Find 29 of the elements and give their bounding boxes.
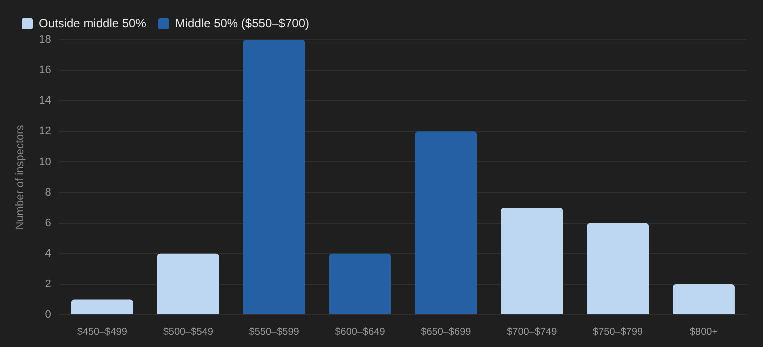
y-tick-label: 14 <box>39 95 52 108</box>
y-tick-label: 2 <box>45 278 52 290</box>
y-tick-label: 12 <box>39 126 52 138</box>
bar <box>329 254 392 314</box>
y-tick-label: 18 <box>39 34 52 46</box>
y-tick-label: 16 <box>39 64 52 77</box>
legend-label: Middle 50% ($550–$700) <box>175 16 310 30</box>
x-tick-label: $500–$549 <box>163 326 214 338</box>
bar <box>501 208 564 314</box>
x-tick-label: $650–$699 <box>421 326 472 338</box>
y-axis-title: Number of inspectors <box>14 124 27 230</box>
x-tick-label: $600–$649 <box>335 326 386 338</box>
bar <box>71 300 134 314</box>
x-tick-label: $550–$599 <box>249 326 300 338</box>
bar <box>587 223 650 314</box>
bar <box>415 132 478 314</box>
legend-label: Outside middle 50% <box>39 16 147 30</box>
bar <box>157 254 220 314</box>
x-tick-label: $700–$749 <box>507 326 558 338</box>
y-tick-label: 0 <box>45 309 52 322</box>
y-tick-label: 8 <box>45 186 52 199</box>
x-tick-label: $450–$499 <box>77 326 128 338</box>
y-tick-label: 6 <box>45 217 52 230</box>
bar <box>243 40 306 314</box>
x-tick-label: $750–$799 <box>593 326 644 338</box>
x-tick-label: $800+ <box>690 326 718 338</box>
y-tick-label: 10 <box>39 156 52 168</box>
y-tick-label: 4 <box>45 248 52 260</box>
bar <box>673 284 735 314</box>
